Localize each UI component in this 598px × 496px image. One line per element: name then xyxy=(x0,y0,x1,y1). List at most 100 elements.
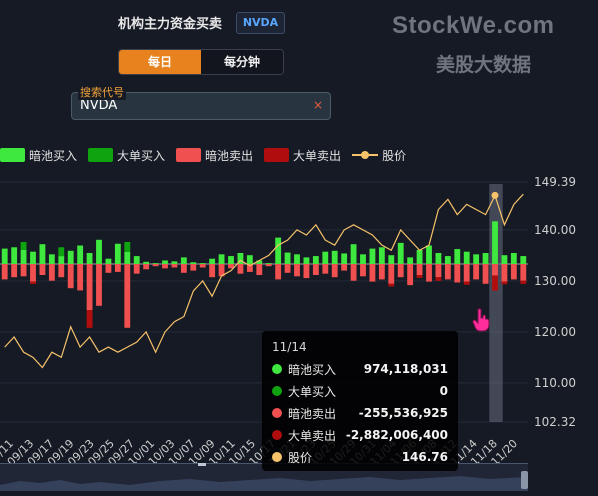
bar-dark-sell xyxy=(303,264,310,279)
slider-handle-right[interactable] xyxy=(521,471,528,489)
legend-swatch xyxy=(88,148,114,162)
bar-dark-buy xyxy=(190,262,197,264)
bar-block-buy xyxy=(124,242,131,252)
bar-block-sell xyxy=(388,283,395,287)
bar-dark-buy xyxy=(114,243,121,264)
price-series xyxy=(4,191,524,369)
bar-dark-buy xyxy=(30,251,36,264)
y-tick-label: 130.00 xyxy=(534,274,576,288)
bar-block-sell xyxy=(86,310,93,328)
tooltip-dot xyxy=(272,452,282,462)
bar-block-sell xyxy=(492,275,498,291)
bar-dark-sell xyxy=(114,264,121,272)
bar-dark-buy xyxy=(473,254,480,264)
bar-dark-sell xyxy=(322,264,329,274)
bar-dark-buy xyxy=(20,249,27,264)
y-tick-label: 140.00 xyxy=(534,223,576,237)
bar-dark-sell xyxy=(199,264,206,268)
bar-dark-buy xyxy=(397,242,404,264)
bar-dark-buy xyxy=(67,250,74,264)
bar-dark-buy xyxy=(105,258,112,264)
tooltip-value: -255,536,925 xyxy=(358,406,448,420)
ticker-badge: NVDA xyxy=(236,12,285,34)
bar-dark-buy xyxy=(426,245,432,264)
tooltip-date: 11/14 xyxy=(272,340,307,354)
bar-dark-buy xyxy=(11,247,18,264)
bar-dark-buy xyxy=(237,253,244,264)
bar-dark-sell xyxy=(492,264,498,276)
bar-dark-sell xyxy=(48,264,55,281)
tooltip-label: 暗池卖出 xyxy=(288,406,337,421)
bar-dark-sell xyxy=(180,264,187,273)
bar-dark-buy xyxy=(350,244,357,264)
bar-dark-sell xyxy=(454,264,461,283)
bar-dark-sell xyxy=(416,264,423,275)
bar-dark-buy xyxy=(256,260,263,264)
legend-label: 暗池买入 xyxy=(29,148,78,163)
bar-dark-buy xyxy=(341,253,348,264)
bar-dark-sell xyxy=(190,264,197,271)
slider-preview xyxy=(0,476,528,491)
bar-dark-buy xyxy=(199,263,206,264)
bar-dark-sell xyxy=(350,264,357,281)
bar-dark-buy xyxy=(435,253,442,264)
bar-dark-sell xyxy=(39,264,46,275)
bar-dark-sell xyxy=(510,264,517,280)
bar-dark-sell xyxy=(444,264,451,280)
hover-band xyxy=(489,184,503,422)
legend-swatch xyxy=(264,148,290,162)
bar-dark-sell xyxy=(237,264,244,274)
clear-icon[interactable]: × xyxy=(312,98,323,112)
legend-item-dark-sell[interactable]: 暗池卖出 xyxy=(176,147,253,164)
tooltip-row: 暗池买入 974,118,031 xyxy=(272,359,448,379)
bar-dark-sell xyxy=(265,264,272,267)
bar-block-sell xyxy=(501,281,508,285)
bar-dark-sell xyxy=(228,264,234,269)
bar-dark-buy xyxy=(1,248,8,264)
search-input[interactable] xyxy=(80,98,300,113)
bar-dark-buy xyxy=(369,248,376,264)
bar-dark-sell xyxy=(331,264,338,278)
bar-dark-sell xyxy=(407,264,414,286)
chart-legend: 暗池买入 大单买入 暗池卖出 大单卖出 股价 xyxy=(0,146,417,164)
bar-dark-sell xyxy=(124,264,131,328)
bar-dark-buy xyxy=(228,256,234,264)
legend-item-dark-buy[interactable]: 暗池买入 xyxy=(0,147,77,164)
y-tick-label: 149.39 xyxy=(534,175,576,189)
tooltip-label: 暗池买入 xyxy=(288,362,337,377)
bar-dark-buy xyxy=(209,258,216,264)
bar-dark-sell xyxy=(341,264,348,271)
bar-dark-buy xyxy=(416,249,423,264)
bar-dark-buy xyxy=(388,255,395,264)
bar-dark-sell xyxy=(11,264,18,278)
bar-dark-sell xyxy=(294,264,300,277)
legend-item-price[interactable]: 股价 xyxy=(352,147,406,164)
bar-dark-sell xyxy=(162,264,168,269)
tooltip-dot xyxy=(272,386,282,396)
tooltip-label: 大单卖出 xyxy=(288,428,337,443)
legend-item-block-sell[interactable]: 大单卖出 xyxy=(264,147,341,164)
toggle-daily[interactable]: 每日 xyxy=(119,50,201,74)
bar-dark-sell xyxy=(171,264,178,268)
bar-dark-buy xyxy=(96,239,102,264)
bar-dark-sell xyxy=(312,264,319,275)
bar-dark-sell xyxy=(58,264,65,278)
bar-dark-sell xyxy=(369,264,376,282)
bar-dark-buy xyxy=(265,263,272,264)
bar-dark-sell xyxy=(378,264,385,280)
tooltip-value: 0 xyxy=(439,384,448,398)
slider-grip-icon[interactable] xyxy=(198,463,206,466)
brand-subtitle: 美股大数据 xyxy=(436,54,532,76)
bar-dark-buy xyxy=(303,257,310,264)
tooltip-label: 股价 xyxy=(288,450,313,465)
highlight-band xyxy=(489,184,503,422)
bar-dark-buy xyxy=(275,237,282,264)
toggle-minute[interactable]: 每分钟 xyxy=(201,50,283,74)
bar-dark-sell xyxy=(30,264,36,282)
search-label: 搜索代号 xyxy=(78,84,126,100)
bar-dark-buy xyxy=(246,255,253,264)
legend-item-block-buy[interactable]: 大单买入 xyxy=(88,147,165,164)
legend-swatch xyxy=(0,148,25,162)
tooltip-label: 大单买入 xyxy=(288,384,337,399)
bar-dark-buy xyxy=(312,256,319,264)
